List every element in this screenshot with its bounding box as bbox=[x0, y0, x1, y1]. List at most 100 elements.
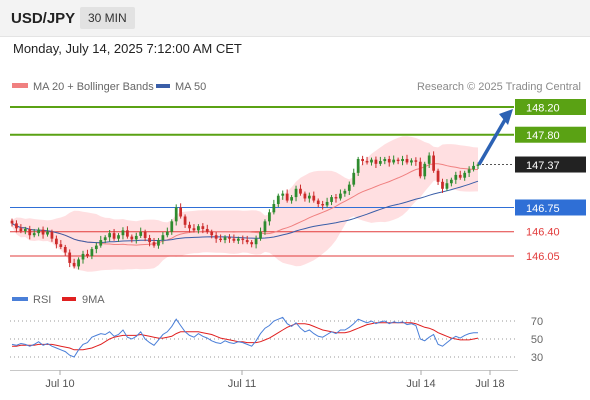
x-tick-label: Jul 14 bbox=[406, 378, 435, 390]
candle bbox=[170, 219, 174, 235]
candle bbox=[192, 224, 196, 233]
candle bbox=[10, 218, 14, 227]
candle bbox=[276, 193, 280, 208]
x-tick-label: Jul 10 bbox=[45, 378, 74, 390]
candle bbox=[387, 155, 391, 167]
forecast-arrow-shaft bbox=[477, 117, 508, 166]
candle bbox=[126, 226, 129, 239]
candle bbox=[77, 257, 80, 270]
candle bbox=[59, 240, 63, 250]
candle bbox=[472, 161, 475, 172]
legend-ma20-label: MA 20 + Bollinger Bands bbox=[33, 81, 154, 93]
candle bbox=[392, 155, 396, 165]
candle bbox=[325, 197, 329, 208]
candle bbox=[228, 234, 231, 243]
candle bbox=[103, 235, 107, 244]
candle bbox=[15, 220, 18, 233]
forecast-arrow bbox=[477, 109, 513, 166]
x-tick-label: Jul 18 bbox=[475, 378, 504, 390]
candle bbox=[445, 179, 449, 191]
candle bbox=[330, 195, 333, 206]
interval-badge[interactable]: 30 MIN bbox=[80, 7, 135, 29]
candle bbox=[161, 232, 165, 245]
legend-rsi-swatch bbox=[12, 297, 28, 301]
candle bbox=[401, 155, 404, 166]
candle bbox=[94, 242, 98, 254]
candle bbox=[347, 181, 351, 196]
legend-rsi-label: RSI bbox=[33, 294, 51, 306]
candle bbox=[41, 226, 45, 239]
rsi-tick-label: 30 bbox=[531, 352, 543, 364]
candle bbox=[281, 190, 285, 200]
level-tag-value: 146.75 bbox=[526, 203, 560, 215]
level-tag-value: 147.80 bbox=[526, 130, 560, 142]
forecast-arrow-head bbox=[499, 109, 513, 125]
candle bbox=[32, 228, 36, 238]
candle bbox=[427, 152, 431, 168]
candle bbox=[223, 235, 227, 244]
candle bbox=[165, 227, 169, 238]
candle bbox=[268, 209, 271, 226]
candle bbox=[370, 157, 373, 166]
candle bbox=[90, 246, 94, 260]
legend-9ma-label: 9MA bbox=[82, 294, 105, 306]
candle bbox=[81, 250, 85, 264]
candle bbox=[19, 224, 23, 234]
legend-9ma-swatch bbox=[62, 297, 76, 301]
candle bbox=[418, 157, 422, 179]
candle bbox=[232, 234, 236, 243]
candle bbox=[378, 156, 382, 166]
legend-ma50-label: MA 50 bbox=[175, 81, 206, 93]
level-tag-value: 148.20 bbox=[526, 103, 560, 115]
candle bbox=[449, 177, 453, 187]
candle bbox=[343, 188, 347, 197]
candle bbox=[219, 234, 222, 243]
level-tag-pivot bbox=[515, 199, 586, 216]
candle bbox=[112, 228, 116, 241]
candle bbox=[290, 195, 293, 204]
rsi-panel: 70 50 30 bbox=[10, 316, 543, 364]
candle bbox=[179, 203, 183, 219]
candle bbox=[148, 234, 151, 247]
candle bbox=[46, 227, 49, 237]
candle bbox=[86, 249, 89, 259]
candle bbox=[121, 227, 125, 240]
support-level-label: 146.05 bbox=[526, 251, 560, 263]
candle bbox=[210, 229, 214, 239]
candle bbox=[143, 229, 147, 242]
candle bbox=[414, 157, 418, 166]
candle bbox=[188, 221, 191, 233]
credit-text: Research © 2025 Trading Central bbox=[417, 81, 581, 93]
candle bbox=[396, 157, 400, 165]
candle bbox=[423, 161, 427, 180]
candle bbox=[23, 226, 27, 235]
candle bbox=[312, 191, 316, 203]
candle bbox=[365, 156, 369, 165]
candle bbox=[245, 235, 249, 245]
price-level-labels: 148.20 147.80 147.37 146.75 146.40 146.05 bbox=[515, 99, 586, 263]
candle bbox=[285, 189, 289, 203]
candle bbox=[299, 184, 302, 196]
x-tick-label: Jul 11 bbox=[228, 378, 257, 390]
candle bbox=[183, 214, 187, 228]
candle bbox=[352, 168, 356, 187]
candle bbox=[99, 235, 103, 248]
rsi-tick-label: 50 bbox=[531, 334, 543, 346]
candle bbox=[68, 249, 72, 268]
candle bbox=[157, 237, 160, 249]
ma50-line bbox=[11, 180, 479, 244]
last-price-value: 147.37 bbox=[526, 160, 560, 172]
candle bbox=[432, 151, 435, 173]
candle bbox=[467, 166, 471, 177]
candle bbox=[294, 185, 298, 202]
support-level-label: 146.40 bbox=[526, 227, 560, 239]
legend-ma20-swatch bbox=[12, 83, 28, 88]
candle bbox=[321, 200, 325, 210]
rsi-tick-label: 70 bbox=[531, 316, 543, 328]
candle bbox=[139, 227, 143, 238]
candle bbox=[307, 192, 311, 203]
rsi-line bbox=[11, 316, 478, 358]
candle bbox=[405, 154, 409, 165]
x-axis: Jul 10 Jul 11 Jul 14 Jul 18 bbox=[45, 370, 505, 390]
candle bbox=[436, 168, 440, 185]
